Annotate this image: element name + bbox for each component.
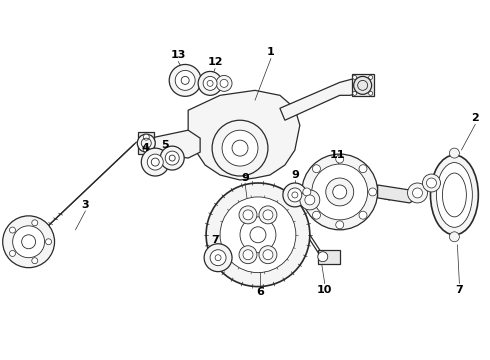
Circle shape — [300, 190, 320, 210]
Circle shape — [263, 210, 273, 220]
Circle shape — [204, 244, 232, 272]
Text: 9: 9 — [241, 173, 249, 183]
Text: 7: 7 — [211, 235, 219, 245]
Text: 4: 4 — [141, 143, 149, 153]
Circle shape — [303, 188, 311, 196]
Circle shape — [141, 148, 169, 176]
Bar — [352, 75, 374, 96]
Circle shape — [220, 80, 228, 87]
Circle shape — [359, 211, 367, 219]
Circle shape — [408, 183, 427, 203]
Circle shape — [143, 134, 149, 140]
Circle shape — [368, 188, 377, 196]
Circle shape — [302, 154, 378, 230]
Text: 6: 6 — [256, 287, 264, 297]
Circle shape — [160, 146, 184, 170]
Circle shape — [203, 76, 217, 90]
Circle shape — [354, 76, 371, 94]
Text: 7: 7 — [456, 284, 463, 294]
Circle shape — [210, 250, 226, 266]
Circle shape — [2, 216, 54, 268]
Circle shape — [46, 239, 51, 245]
Circle shape — [137, 134, 155, 152]
Circle shape — [169, 64, 201, 96]
Circle shape — [222, 130, 258, 166]
Circle shape — [32, 220, 38, 226]
Bar — [318, 250, 340, 264]
Circle shape — [165, 151, 179, 165]
Circle shape — [368, 91, 372, 95]
Circle shape — [359, 165, 367, 173]
Circle shape — [318, 252, 328, 262]
Circle shape — [198, 71, 222, 95]
Text: 12: 12 — [207, 58, 223, 67]
Text: 10: 10 — [317, 284, 332, 294]
Circle shape — [368, 75, 372, 80]
Circle shape — [305, 195, 315, 205]
Circle shape — [353, 91, 357, 95]
Circle shape — [333, 185, 347, 199]
Circle shape — [243, 250, 253, 260]
Circle shape — [32, 258, 38, 264]
Circle shape — [175, 71, 195, 90]
Ellipse shape — [437, 163, 472, 227]
Circle shape — [413, 188, 422, 198]
Polygon shape — [280, 78, 369, 120]
Circle shape — [449, 232, 460, 242]
Circle shape — [288, 188, 302, 202]
Circle shape — [336, 221, 343, 229]
Bar — [138, 132, 154, 154]
Circle shape — [212, 120, 268, 176]
Circle shape — [313, 165, 320, 173]
Circle shape — [283, 183, 307, 207]
Circle shape — [239, 246, 257, 264]
Polygon shape — [148, 130, 200, 158]
Circle shape — [259, 246, 277, 264]
Circle shape — [9, 251, 16, 256]
Polygon shape — [378, 185, 415, 203]
Circle shape — [13, 226, 45, 258]
Text: 3: 3 — [82, 200, 89, 210]
Text: 2: 2 — [471, 113, 479, 123]
Circle shape — [220, 197, 296, 273]
Circle shape — [313, 211, 320, 219]
Circle shape — [263, 250, 273, 260]
Polygon shape — [188, 90, 300, 180]
Circle shape — [250, 227, 266, 243]
Circle shape — [422, 174, 441, 192]
Circle shape — [336, 155, 343, 163]
Circle shape — [353, 75, 357, 80]
Circle shape — [426, 178, 437, 188]
Text: 1: 1 — [267, 48, 275, 58]
Circle shape — [143, 146, 149, 152]
Circle shape — [9, 227, 16, 233]
Circle shape — [147, 154, 163, 170]
Circle shape — [206, 183, 310, 287]
Circle shape — [449, 148, 460, 158]
Circle shape — [326, 178, 354, 206]
Circle shape — [259, 206, 277, 224]
Circle shape — [243, 210, 253, 220]
Ellipse shape — [431, 155, 478, 235]
Text: 5: 5 — [161, 140, 169, 150]
Circle shape — [312, 164, 368, 220]
Text: 13: 13 — [171, 50, 186, 60]
Circle shape — [216, 75, 232, 91]
Text: 11: 11 — [330, 150, 345, 160]
Text: 9: 9 — [291, 170, 299, 180]
Circle shape — [239, 206, 257, 224]
